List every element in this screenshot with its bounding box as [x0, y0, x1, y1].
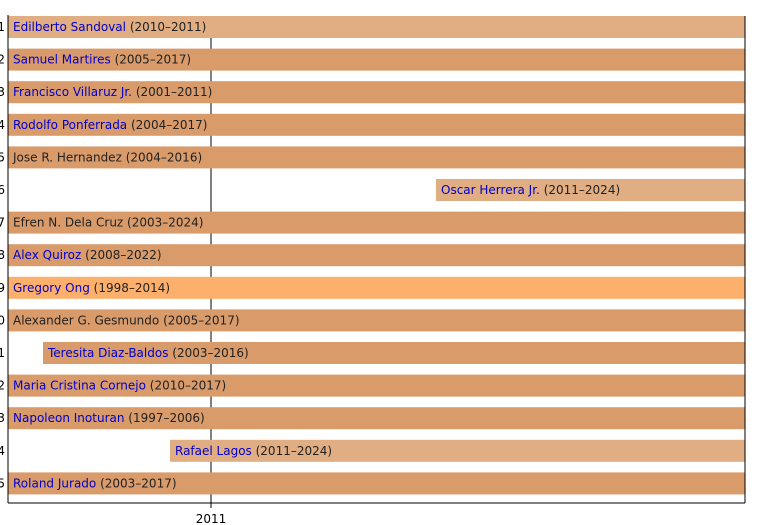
member-link[interactable]: Francisco Villaruz Jr. — [13, 85, 132, 99]
bar-label: Oscar Herrera Jr. (2011–2024) — [441, 183, 620, 197]
member-years: (2005–2017) — [159, 313, 239, 327]
bar-10 — [8, 309, 745, 332]
member-years: (2004–2017) — [127, 118, 207, 132]
member-link[interactable]: Alex Quiroz — [13, 248, 81, 262]
member-years: (2003–2024) — [123, 216, 203, 230]
row-label: 5 — [0, 150, 5, 164]
row-label: 1 — [0, 20, 5, 34]
member-years: (1998–2014) — [90, 281, 170, 295]
bar-label: Samuel Martires (2005–2017) — [13, 53, 191, 67]
bar-11 — [43, 342, 745, 364]
member-years: (2011–2024) — [252, 444, 332, 458]
member-link[interactable]: Rafael Lagos — [175, 444, 252, 458]
member-link[interactable]: Rodolfo Ponferrada — [13, 118, 127, 132]
row-label: 9 — [0, 281, 5, 295]
bar-label: Jose R. Hernandez (2004–2016) — [12, 150, 202, 164]
bar-7 — [8, 211, 745, 234]
member-years: (2004–2016) — [122, 150, 202, 164]
member-years: (2008–2022) — [81, 248, 161, 262]
bar-13 — [8, 407, 745, 430]
bar-label: Rafael Lagos (2011–2024) — [175, 444, 332, 458]
member-name: Jose R. Hernandez — [12, 150, 122, 164]
member-link[interactable]: Napoleon Inoturan — [13, 411, 124, 425]
x-tick-label: 2011 — [196, 512, 227, 525]
bar-label: Roland Jurado (2003–2017) — [13, 476, 177, 490]
row-label: 8 — [0, 248, 5, 262]
bar-9 — [8, 276, 745, 299]
row-label: 10 — [0, 313, 5, 327]
bar-label: Napoleon Inoturan (1997–2006) — [13, 411, 205, 425]
row-label: 7 — [0, 216, 5, 230]
member-years: (2003–2016) — [168, 346, 248, 360]
bar-label: Rodolfo Ponferrada (2004–2017) — [13, 118, 207, 132]
row-label: 2 — [0, 53, 5, 67]
member-years: (2010–2017) — [146, 379, 226, 393]
bar-15 — [8, 472, 745, 495]
bar-label: Efren N. Dela Cruz (2003–2024) — [13, 216, 204, 230]
member-link[interactable]: Oscar Herrera Jr. — [441, 183, 540, 197]
bar-label: Edilberto Sandoval (2010–2011) — [13, 20, 206, 34]
member-name: Alexander G. Gesmundo — [13, 313, 159, 327]
bar-label: Maria Cristina Cornejo (2010–2017) — [13, 379, 226, 393]
bar-label: Francisco Villaruz Jr. (2001–2011) — [13, 85, 212, 99]
row-label: 6 — [0, 183, 5, 197]
row-label: 3 — [0, 85, 5, 99]
member-years: (2003–2017) — [96, 476, 176, 490]
member-name: Efren N. Dela Cruz — [13, 216, 123, 230]
bar-label: Gregory Ong (1998–2014) — [13, 281, 170, 295]
member-link[interactable]: Teresita Diaz-Baldos — [47, 346, 168, 360]
bar-label: Teresita Diaz-Baldos (2003–2016) — [47, 346, 249, 360]
bar-12 — [8, 374, 745, 397]
bar-4 — [8, 113, 745, 136]
row-label: 11 — [0, 346, 5, 360]
member-link[interactable]: Samuel Martires — [13, 53, 111, 67]
member-years: (2005–2017) — [111, 53, 191, 67]
member-years: (2001–2011) — [132, 85, 212, 99]
bar-label: Alexander G. Gesmundo (2005–2017) — [13, 313, 240, 327]
bar-3 — [8, 81, 745, 104]
bar-8 — [8, 244, 745, 267]
row-label: 14 — [0, 444, 5, 458]
bar-14 — [170, 439, 745, 462]
member-link[interactable]: Roland Jurado — [13, 476, 96, 490]
member-link[interactable]: Edilberto Sandoval — [13, 20, 126, 34]
row-label: 15 — [0, 476, 5, 490]
bar-1 — [8, 16, 745, 38]
row-label: 13 — [0, 411, 5, 425]
bar-label: Alex Quiroz (2008–2022) — [13, 248, 162, 262]
bar-6 — [436, 179, 745, 201]
member-years: (2010–2011) — [126, 20, 206, 34]
member-years: (1997–2006) — [124, 411, 204, 425]
row-label: 12 — [0, 379, 5, 393]
member-years: (2011–2024) — [540, 183, 620, 197]
bar-5 — [8, 146, 745, 169]
bar-2 — [8, 48, 745, 71]
member-link[interactable]: Gregory Ong — [13, 281, 90, 295]
row-label: 4 — [0, 118, 5, 132]
member-link[interactable]: Maria Cristina Cornejo — [13, 379, 146, 393]
